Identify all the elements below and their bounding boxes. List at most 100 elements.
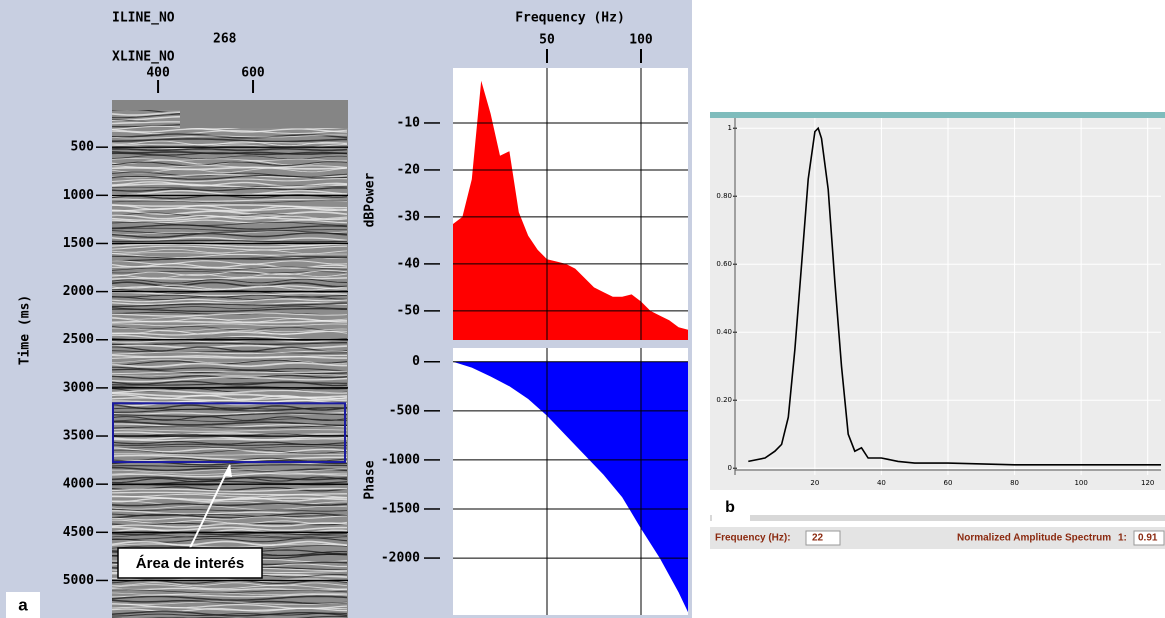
y-tick-label: -40 [397, 256, 421, 271]
seismic-trace [112, 346, 348, 353]
y-tick-label: -30 [397, 209, 421, 224]
seismic-trace [112, 418, 348, 423]
y-tick-label: 5000 [63, 573, 94, 588]
seismic-trace [112, 582, 348, 587]
seismic-trace [112, 327, 348, 333]
seismic-trace [112, 312, 348, 317]
seismic-trace [112, 540, 348, 546]
seismic-trace [112, 366, 348, 372]
spectrum-label: Normalized Amplitude Spectrum [957, 533, 1111, 544]
seismic-trace [112, 155, 348, 160]
seismic-trace [112, 305, 347, 310]
seismic-trace [112, 224, 348, 230]
seismic-trace [112, 592, 348, 596]
seismic-trace [112, 256, 347, 262]
seismic-trace [112, 423, 348, 429]
seismic-trace [112, 593, 348, 598]
y-tick-label: 0.20 [716, 396, 732, 404]
ratio-value: 0.91 [1138, 533, 1158, 544]
seismic-trace [112, 534, 348, 538]
seismic-trace [112, 412, 348, 418]
seismic-trace [112, 496, 348, 503]
seismic-trace [112, 449, 348, 455]
seismic-trace [112, 425, 348, 429]
seismic-trace [112, 133, 348, 139]
frequency-box [805, 530, 841, 546]
seismic-trace [112, 589, 348, 594]
y-axis-label: dBPower [363, 172, 378, 227]
seismic-trace [112, 320, 347, 324]
seismic-trace [112, 167, 348, 174]
spectrum-line [748, 126, 1161, 466]
seismic-trace [112, 214, 348, 221]
x-tick-label: 100 [629, 33, 653, 48]
y-tick-label: -500 [389, 403, 420, 418]
seismic-trace [112, 532, 348, 536]
seismic-trace [112, 454, 348, 461]
seismic-trace [112, 491, 347, 496]
seismic-trace [112, 307, 348, 313]
seismic-trace [112, 189, 348, 196]
seismic-trace [112, 443, 348, 447]
seismic-trace [112, 185, 348, 189]
y-tick-label: 0.80 [716, 192, 732, 200]
seismic-trace [112, 239, 348, 243]
seismic-trace [112, 500, 347, 505]
seismic-trace [112, 389, 348, 394]
seismic-trace [112, 183, 348, 189]
seismic-trace [112, 522, 348, 528]
seismic-trace [112, 512, 348, 519]
seismic-trace [112, 200, 347, 204]
frequency-value: 22 [812, 533, 824, 544]
seismic-trace [112, 376, 348, 383]
seismic-trace [112, 502, 348, 507]
spectrum-area [453, 361, 688, 613]
seismic-trace [112, 230, 348, 235]
seismic-trace [112, 323, 348, 327]
seismic-trace [112, 236, 348, 242]
y-tick-label: 1500 [63, 236, 94, 251]
x-tick-label: 600 [241, 66, 265, 81]
y-tick-label: -1500 [381, 501, 420, 516]
seismic-trace [112, 599, 348, 605]
inline-value: 268 [213, 32, 237, 47]
seismic-trace [112, 174, 348, 180]
x-tick-label: 100 [1074, 479, 1087, 487]
seismic-trace [112, 181, 348, 188]
seismic-trace [112, 198, 348, 202]
annotation-text: Área de interés [136, 555, 244, 572]
seismic-trace [112, 301, 348, 306]
scrollbar [710, 515, 1165, 521]
y-tick-label: 3000 [63, 380, 94, 395]
seismic-trace [112, 438, 348, 442]
y-tick-label: 4000 [63, 477, 94, 492]
y-tick-label: -2000 [381, 551, 420, 566]
y-tick-label: 0 [412, 354, 420, 369]
panel-label: b [725, 499, 735, 516]
y-axis-label: Phase [363, 460, 378, 499]
x-tick-label: 120 [1141, 479, 1154, 487]
ratio-label: 1: [1118, 533, 1127, 544]
seismic-trace [112, 204, 347, 209]
x-tick-label: 40 [877, 479, 886, 487]
seismic-trace [112, 291, 348, 297]
spectrum-area [453, 80, 688, 340]
seismic-trace [112, 350, 348, 354]
seismic-trace [112, 429, 348, 432]
seismic-trace [112, 382, 347, 386]
seismic-trace [112, 515, 347, 521]
seismic-trace [112, 354, 347, 359]
seismic-trace [112, 607, 348, 613]
seismic-trace [112, 215, 348, 222]
seismic-trace [112, 134, 348, 139]
seismic-trace [112, 420, 347, 427]
seismic-trace [112, 209, 348, 216]
seismic-trace [112, 505, 348, 510]
seismic-trace [112, 342, 347, 346]
seismic-trace [112, 361, 347, 368]
seismic-trace [112, 161, 348, 167]
seismic-trace [112, 344, 348, 349]
seismic-trace [112, 446, 348, 449]
seismic-trace [112, 221, 347, 226]
